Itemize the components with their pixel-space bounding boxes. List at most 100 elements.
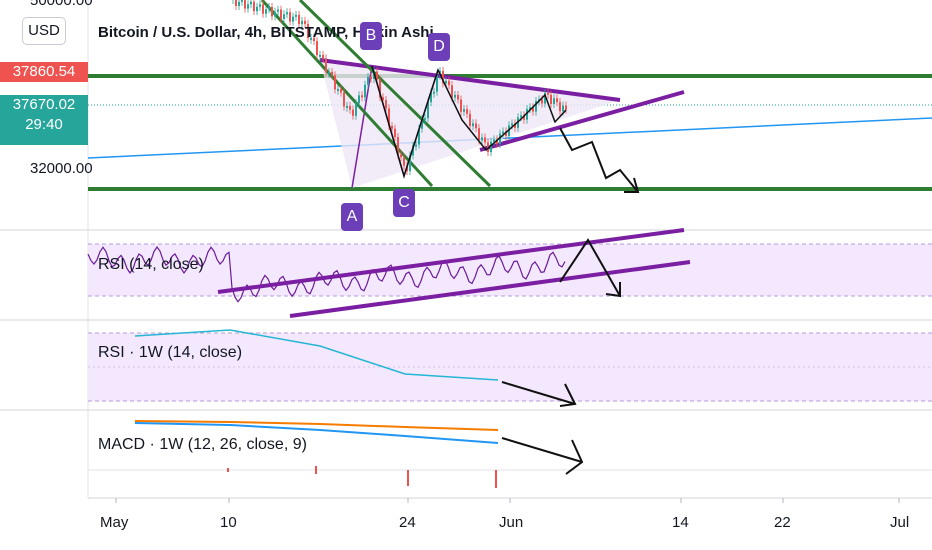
- pattern-point-a[interactable]: A: [341, 203, 363, 231]
- x-tick-may: May: [100, 514, 129, 531]
- candle-body: [469, 113, 471, 127]
- candle-body: [250, 1, 252, 5]
- chart-title[interactable]: Bitcoin / U.S. Dollar, 4h, BITSTAMP, Hei…: [98, 24, 434, 41]
- candle-body: [427, 102, 429, 119]
- candle-body: [301, 20, 303, 25]
- candle-body: [478, 128, 480, 141]
- macd-line: [134, 422, 499, 444]
- candle-body: [346, 105, 348, 108]
- candle-body: [391, 125, 393, 129]
- x-tick-jul: Jul: [890, 514, 910, 531]
- x-tick-22: 22: [774, 514, 791, 531]
- candle-body: [514, 123, 516, 128]
- candle-body: [529, 107, 531, 110]
- candle-body: [388, 108, 390, 126]
- candle-body: [364, 84, 366, 98]
- candle-body: [265, 9, 267, 14]
- candle-body: [328, 71, 330, 74]
- rsi-1w-line: [134, 329, 499, 381]
- candle-body: [235, 0, 237, 6]
- candle-body: [361, 95, 363, 98]
- rsi-channel-lower[interactable]: [289, 260, 691, 318]
- candle-body: [358, 95, 360, 104]
- projection-arrow-rsi[interactable]: [559, 238, 621, 297]
- macd-signal-line: [134, 420, 499, 431]
- pattern-point-c[interactable]: C: [393, 189, 415, 217]
- x-tick-10: 10: [220, 514, 237, 531]
- candle-body: [349, 105, 351, 110]
- last-price-tag: 37860.54: [0, 62, 88, 82]
- candle-body: [511, 123, 513, 126]
- candle-body: [451, 85, 453, 98]
- candle-body: [394, 128, 396, 138]
- long-trendline[interactable]: [87, 117, 932, 159]
- candle-body: [331, 71, 333, 76]
- candle-body: [484, 137, 486, 143]
- candle-body: [481, 137, 483, 141]
- candle-body: [559, 102, 561, 112]
- candle-body: [340, 88, 342, 93]
- rsi-1w-pane-label[interactable]: RSI · 1W (14, close): [98, 344, 243, 361]
- candle-body: [295, 14, 297, 17]
- currency-button[interactable]: USD: [22, 17, 66, 45]
- candle-body: [253, 1, 255, 12]
- projection-arrowhead-macd: [565, 439, 584, 475]
- candle-body: [532, 107, 534, 112]
- candle-body: [493, 139, 495, 142]
- triangle-lower-line[interactable]: [479, 90, 685, 152]
- projection-arrow-price[interactable]: [559, 127, 639, 193]
- candle-body: [556, 98, 558, 103]
- candle-body: [418, 128, 420, 145]
- candle-body: [244, 0, 246, 9]
- pattern-point-d[interactable]: D: [428, 33, 450, 61]
- candle-body: [412, 145, 414, 156]
- candle-body: [286, 12, 288, 15]
- candle-body: [430, 92, 432, 103]
- channel-line-lower[interactable]: [298, 0, 492, 188]
- candle-body: [376, 71, 378, 80]
- candle-body: [352, 109, 354, 116]
- price-tick-top: 50000.00: [30, 0, 93, 9]
- candle-body: [424, 118, 426, 121]
- candle-body: [277, 9, 279, 12]
- candle-body: [475, 123, 477, 129]
- candle-body: [523, 115, 525, 120]
- mark-price-tag: 37670.02: [0, 95, 88, 115]
- candle-body: [466, 109, 468, 114]
- candle-body: [268, 6, 270, 10]
- candle-body: [298, 14, 300, 25]
- candle-body: [490, 141, 492, 153]
- macd-pane-label[interactable]: MACD · 1W (12, 26, close, 9): [98, 436, 307, 453]
- candle-body: [325, 58, 327, 73]
- candle-body: [370, 76, 372, 80]
- x-tick-14: 14: [672, 514, 689, 531]
- rsi-line: [87, 245, 566, 303]
- candle-body: [457, 94, 459, 100]
- candle-body: [313, 37, 315, 42]
- projection-arrow-macd[interactable]: [501, 437, 583, 463]
- x-tick-jun: Jun: [499, 514, 524, 531]
- bar-countdown: 29:40: [0, 115, 88, 145]
- projection-arrowhead-rsi: [605, 282, 621, 298]
- candle-body: [310, 37, 312, 40]
- candle-body: [280, 9, 282, 19]
- projection-arrow-rsi-1w[interactable]: [501, 381, 576, 405]
- candle-body: [382, 97, 384, 101]
- candle-body: [415, 144, 417, 147]
- candle-body: [550, 94, 552, 104]
- candle-body: [505, 131, 507, 136]
- candle-body: [292, 16, 294, 22]
- rsi-pane-label[interactable]: RSI (14, close): [98, 256, 204, 273]
- candle-body: [289, 12, 291, 22]
- candle-body: [316, 41, 318, 56]
- candle-body: [385, 100, 387, 109]
- rsi-channel-upper[interactable]: [217, 228, 685, 294]
- x-tick-24: 24: [399, 514, 416, 531]
- x-tick-marks: [115, 498, 900, 503]
- projection-arrowhead-price: [624, 177, 640, 193]
- pattern-point-b[interactable]: B: [360, 22, 382, 50]
- candle-body: [379, 79, 381, 98]
- candle-body: [544, 92, 546, 104]
- candle-body: [274, 11, 276, 17]
